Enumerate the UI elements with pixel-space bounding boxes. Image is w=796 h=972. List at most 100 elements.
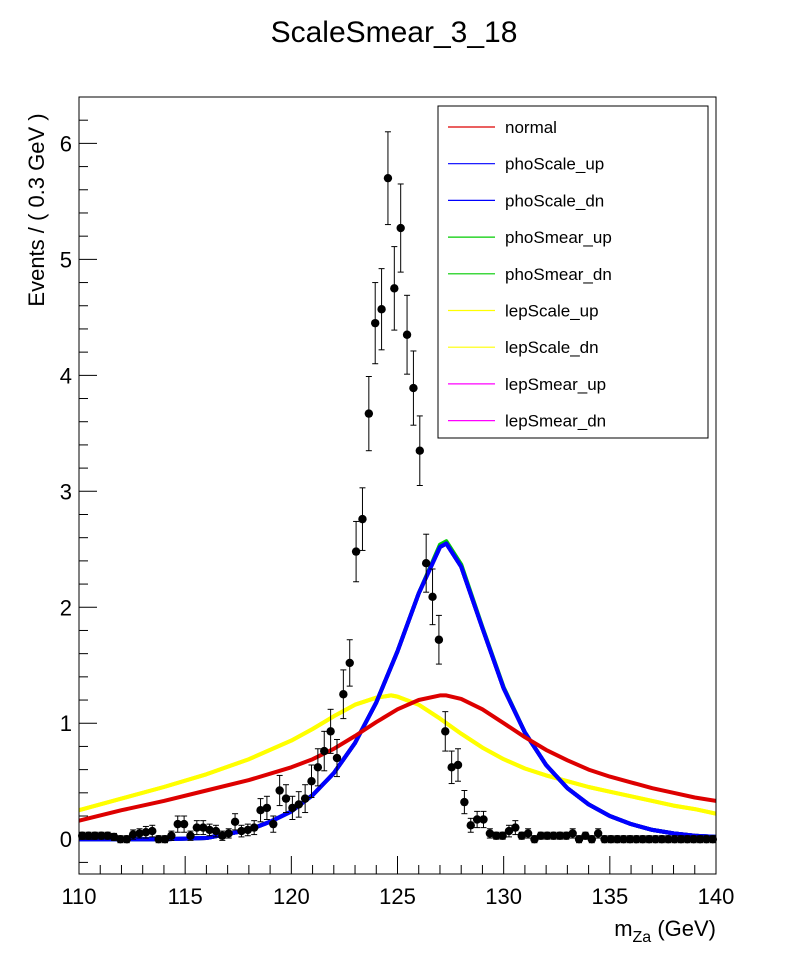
data-point [485, 828, 495, 839]
data-point [326, 708, 335, 754]
data-point [103, 831, 112, 840]
data-point [199, 820, 208, 836]
data-point [479, 810, 488, 829]
data-marker [116, 835, 125, 844]
data-point [664, 835, 673, 844]
data-marker [109, 832, 119, 842]
data-point [638, 835, 647, 844]
data-marker [332, 753, 342, 763]
data-point [619, 835, 628, 844]
data-marker [619, 835, 628, 844]
data-point [237, 824, 246, 838]
legend-label: phoSmear_up [505, 228, 612, 247]
data-marker [326, 727, 335, 736]
data-point [148, 824, 157, 838]
data-marker [695, 835, 705, 844]
data-point [339, 669, 348, 720]
data-marker [358, 514, 367, 524]
y-tick-label: 0 [60, 827, 72, 852]
data-marker [390, 284, 399, 293]
legend-item-phoSmear_dn: phoSmear_dn [448, 265, 612, 284]
x-tick-label: 135 [591, 884, 628, 909]
data-marker [689, 835, 698, 844]
data-marker [574, 835, 584, 844]
data-marker [402, 330, 412, 339]
data-marker [364, 409, 374, 418]
data-point [613, 835, 622, 844]
data-point [371, 282, 380, 365]
data-marker [702, 835, 711, 844]
data-marker [600, 835, 609, 844]
chart-title: ScaleSmear_3_18 [271, 16, 518, 49]
data-marker [313, 763, 323, 772]
data-point [249, 820, 259, 836]
data-marker [122, 835, 131, 844]
data-point [300, 784, 310, 814]
data-marker [421, 559, 431, 568]
data-point [702, 835, 711, 844]
data-marker [97, 831, 106, 840]
legend-label: lepScale_up [505, 302, 599, 321]
legend-label: lepSmear_dn [505, 412, 606, 431]
data-point [262, 795, 272, 820]
data-point [549, 831, 558, 840]
data-marker [205, 825, 214, 835]
data-point [351, 520, 361, 583]
data-point [441, 711, 450, 752]
data-point [421, 533, 431, 593]
series-line-lepScale_up [79, 693, 716, 816]
data-point [135, 828, 144, 839]
data-marker [562, 831, 571, 840]
data-marker [154, 835, 163, 844]
data-point [511, 820, 520, 836]
data-point [288, 795, 297, 820]
data-marker [555, 831, 565, 840]
legend-box [437, 105, 709, 439]
data-point [466, 817, 475, 833]
x-tick-label: 125 [379, 884, 416, 909]
data-marker [396, 223, 405, 233]
data-point [269, 815, 278, 833]
data-marker [593, 829, 603, 838]
data-point [536, 831, 546, 840]
data-point [542, 831, 552, 840]
data-point [364, 375, 374, 452]
data-point [581, 831, 590, 840]
x-axis-title-unit: (GeV) [651, 916, 716, 941]
legend-item-lepScale_up: lepScale_up [448, 302, 599, 321]
data-marker [275, 786, 284, 795]
data-marker [256, 806, 265, 815]
data-point [695, 835, 705, 844]
data-marker [192, 823, 202, 832]
data-point [670, 835, 679, 844]
data-point [141, 825, 151, 839]
data-point [256, 798, 265, 823]
data-marker [657, 835, 667, 844]
data-marker [281, 794, 291, 803]
data-marker [441, 727, 450, 736]
data-marker [523, 829, 533, 838]
data-point [428, 568, 437, 626]
axes-layer: 110 115 120 125 130 135 140 0 1 2 3 4 5 6 [60, 96, 735, 909]
data-point [116, 835, 125, 844]
curve-layer [79, 539, 716, 842]
data-point [593, 828, 603, 839]
data-point [313, 748, 323, 787]
x-tick-label: 140 [698, 884, 735, 909]
legend: normal phoScale_up phoScale_dn phoSmear_upp… [437, 105, 709, 439]
data-point [192, 820, 202, 836]
data-marker [664, 835, 673, 844]
data-marker [428, 592, 437, 602]
data-marker [307, 777, 316, 786]
data-marker [415, 446, 424, 455]
legend-item-lepSmear_up: lepSmear_up [448, 375, 606, 394]
data-point [122, 835, 131, 844]
data-marker [141, 828, 151, 837]
data-point [453, 748, 463, 782]
legend-item-phoScale_up: phoScale_up [448, 155, 604, 174]
data-marker [466, 821, 475, 830]
x-axis-title-main: m [614, 916, 632, 941]
data-marker [676, 835, 686, 844]
legend-label: lepScale_dn [505, 338, 599, 357]
data-marker [542, 831, 552, 840]
